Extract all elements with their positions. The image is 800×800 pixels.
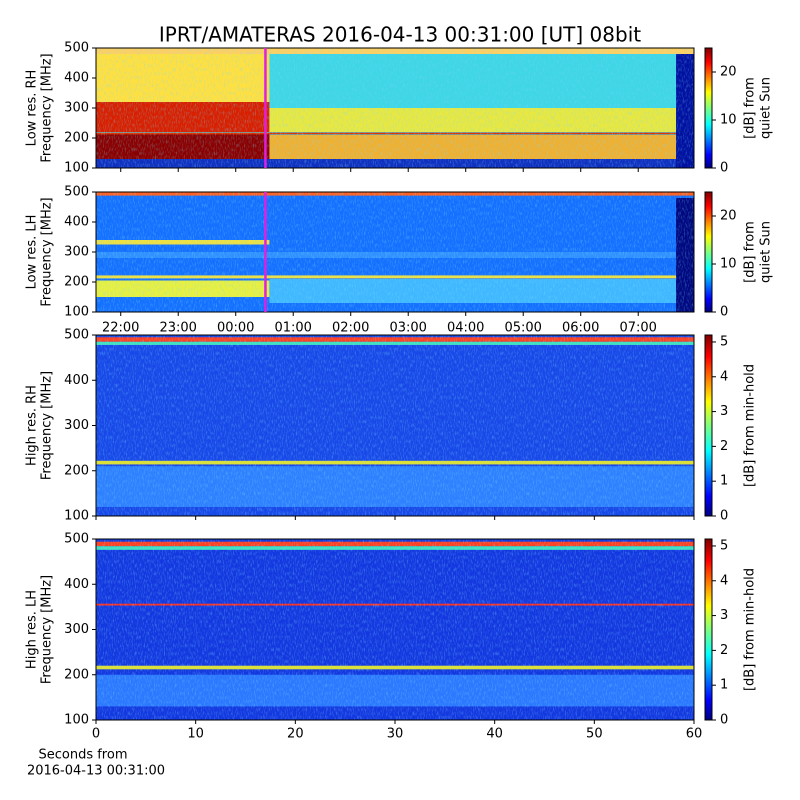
x-tick-label: 60 [686,727,703,742]
colorbar-tick-label: 3 [720,404,728,419]
colorbar-label: quiet Sun [759,221,774,283]
panel-label: High res. RH [25,385,40,466]
y-tick-label: 500 [64,328,89,343]
y-tick-label: 300 [64,622,89,637]
spectrogram-noise [96,192,694,312]
colorbar-tick-label: 4 [720,573,728,588]
x-tick-label: 06:00 [562,321,599,336]
colorbar [704,191,713,313]
x-tick-label: 01:00 [274,321,311,336]
y-tick-label: 300 [64,418,89,433]
colorbar-tick-label: 1 [720,678,728,693]
panel-label: High res. LH [25,590,40,669]
x-tick-label: 10 [187,727,204,742]
colorbar-tick-label: 5 [720,334,728,349]
x-tick-label: 22:00 [102,321,139,336]
colorbar [704,47,713,169]
y-tick-label: 100 [64,305,89,320]
y-tick-label: 100 [64,509,89,524]
x-tick-label: 23:00 [159,321,196,336]
colorbar-tick-label: 20 [720,209,737,224]
spectrogram-noise [96,539,694,720]
x-tick-label: 20 [287,727,304,742]
x-tick-label: 03:00 [389,321,426,336]
title: IPRT/AMATERAS 2016-04-13 00:31:00 [UT] 0… [159,23,641,47]
x-tick-label: 30 [387,727,404,742]
colorbar-tick-label: 0 [720,305,728,320]
colorbar-tick-label: 0 [720,713,728,728]
x-tick-label: 07:00 [619,321,656,336]
colorbar-tick-label: 1 [720,474,728,489]
spectrogram-noise [96,335,694,516]
colorbar-tick-label: 2 [720,439,728,454]
y-tick-label: 500 [64,41,89,56]
y-tick-label: 100 [64,713,89,728]
colorbar-label: [dB] from min-hold [743,364,758,487]
y-tick-label: 200 [64,667,89,682]
colorbar-tick-label: 2 [720,643,728,658]
colorbar [704,538,713,721]
x-tick-label: 04:00 [447,321,484,336]
x-tick-label: 0 [92,727,100,742]
y-axis-label: Frequency [MHz] [40,371,55,480]
y-tick-label: 400 [64,215,89,230]
x-tick-label: 40 [486,727,503,742]
panel-label: Low res. RH [25,70,40,147]
colorbar-label: [dB] from min-hold [743,568,758,691]
colorbar-label: [dB] from [743,221,758,283]
colorbar-tick-label: 0 [720,161,728,176]
x-tick-label: 02:00 [332,321,369,336]
x-axis-label: 2016-04-13 00:31:00 [27,764,165,779]
y-axis-label: Frequency [MHz] [40,53,55,162]
x-tick-label: 50 [586,727,603,742]
x-axis-label: Seconds from [38,748,127,763]
colorbar-label: quiet Sun [759,77,774,139]
x-tick-label: 05:00 [504,321,541,336]
y-tick-label: 200 [64,131,89,146]
y-tick-label: 200 [64,463,89,478]
colorbar-tick-label: 4 [720,369,728,384]
colorbar-tick-label: 0 [720,509,728,524]
y-tick-label: 400 [64,577,89,592]
y-tick-label: 200 [64,275,89,290]
colorbar-label: [dB] from [743,77,758,139]
spectrogram-noise [96,48,694,168]
colorbar-tick-label: 3 [720,608,728,623]
y-axis-label: Frequency [MHz] [40,575,55,684]
y-tick-label: 300 [64,101,89,116]
y-tick-label: 500 [64,532,89,547]
y-tick-label: 500 [64,185,89,200]
colorbar-tick-label: 10 [720,257,737,272]
y-axis-label: Frequency [MHz] [40,197,55,306]
y-tick-label: 300 [64,245,89,260]
y-tick-label: 400 [64,373,89,388]
x-tick-label: 00:00 [217,321,254,336]
colorbar-tick-label: 20 [720,65,737,80]
y-tick-label: 100 [64,161,89,176]
colorbar-tick-label: 10 [720,113,737,128]
colorbar [704,334,713,517]
panel-label: Low res. LH [25,215,40,290]
y-tick-label: 400 [64,71,89,86]
colorbar-tick-label: 5 [720,538,728,553]
